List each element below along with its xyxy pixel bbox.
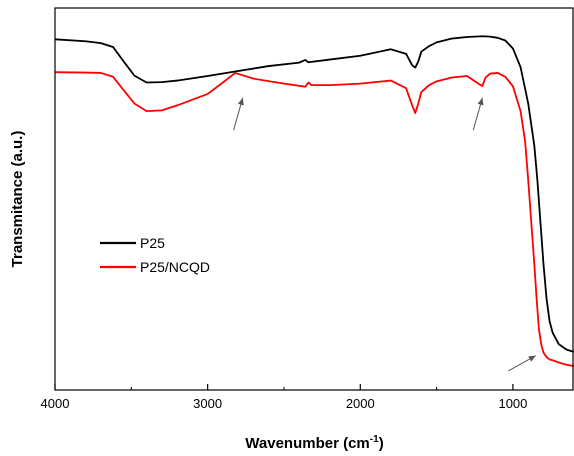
legend-label-p25: P25: [140, 235, 165, 251]
x-axis-title: Wavenumber (cm-1): [245, 434, 383, 452]
legend-label-p25-ncqd: P25/NCQD: [140, 259, 210, 275]
x-axis-title-superscript: -1: [370, 434, 379, 445]
annotation-arrow-3: [508, 355, 537, 372]
plot-frame: [54, 7, 574, 391]
x-tick-label-3000: 3000: [193, 396, 222, 411]
x-tick-label-4000: 4000: [41, 396, 70, 411]
annotation-arrow-1: [233, 97, 244, 131]
y-axis-title: Transmitance (a.u.): [9, 131, 26, 268]
series-line-p25: [54, 35, 574, 353]
x-tick-label-2000: 2000: [346, 396, 375, 411]
annotation-arrows: [233, 97, 537, 372]
series-line-p25-ncqd: [54, 71, 574, 367]
x-axis-title-main: Wavenumber (cm: [245, 435, 369, 452]
x-axis-ticks: 4000 3000 2000 1000: [41, 384, 527, 411]
x-tick-label-1000: 1000: [498, 396, 527, 411]
x-axis-title-suffix: ): [379, 435, 384, 452]
series-lines: [54, 35, 574, 367]
legend: P25 P25/NCQD: [100, 235, 210, 275]
annotation-arrow-2: [472, 97, 484, 131]
